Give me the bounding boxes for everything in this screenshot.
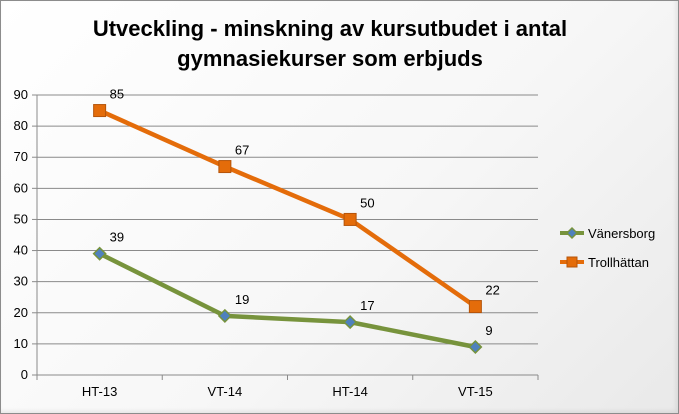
series-line	[97, 251, 478, 350]
chart-title: Utveckling - minskning av kursutbudet i …	[92, 16, 568, 71]
legend-label: Vänersborg	[588, 226, 655, 241]
gridlines	[37, 94, 538, 345]
data-point	[468, 339, 483, 355]
y-tick-label: 70	[14, 149, 28, 164]
legend-entry: Vänersborg	[560, 226, 655, 241]
data-label: 22	[485, 283, 499, 298]
data-label: 19	[235, 292, 249, 307]
legend-marker	[566, 256, 578, 268]
y-tick-label: 90	[14, 87, 28, 102]
series-group: 39 19 17 9 85 67 50 22	[92, 87, 500, 355]
data-point	[468, 300, 482, 314]
data-point	[93, 104, 107, 118]
y-tick-label: 20	[14, 305, 28, 320]
x-axis-ticks: HT-13 VT-14 HT-14 VT-15	[82, 384, 493, 399]
data-label: 39	[110, 230, 124, 245]
data-point	[343, 315, 358, 330]
data-label: 17	[360, 298, 374, 313]
data-label: 9	[485, 323, 492, 338]
series-1: 39 19 17 9	[92, 230, 493, 355]
axes	[32, 94, 539, 380]
data-point	[218, 160, 232, 174]
x-tick-label: VT-14	[208, 384, 243, 399]
y-tick-label: 0	[21, 367, 28, 382]
legend-label: Trollhättan	[588, 255, 649, 270]
x-tick-label: HT-14	[332, 384, 367, 399]
y-tick-label: 40	[14, 243, 28, 258]
data-point	[217, 308, 232, 323]
y-tick-label: 30	[14, 274, 28, 289]
y-tick-label: 50	[14, 211, 28, 226]
data-label: 67	[235, 143, 249, 158]
x-tick-label: HT-13	[82, 384, 117, 399]
y-tick-label: 60	[14, 180, 28, 195]
legend-marker	[565, 226, 579, 240]
data-point	[343, 212, 357, 226]
legend: Vänersborg Trollhättan	[560, 226, 655, 270]
data-point	[92, 246, 107, 261]
x-tick-label: VT-15	[458, 384, 493, 399]
series-line	[97, 108, 478, 309]
y-tick-label: 80	[14, 118, 28, 133]
y-tick-label: 10	[14, 336, 28, 351]
series-2: 85 67 50 22	[93, 87, 500, 314]
legend-entry: Trollhättan	[560, 255, 649, 270]
data-label: 50	[360, 195, 374, 210]
data-label: 85	[110, 87, 124, 102]
y-axis-ticks: 0 10 20 30 40 50 60 70 80 90	[14, 87, 28, 382]
